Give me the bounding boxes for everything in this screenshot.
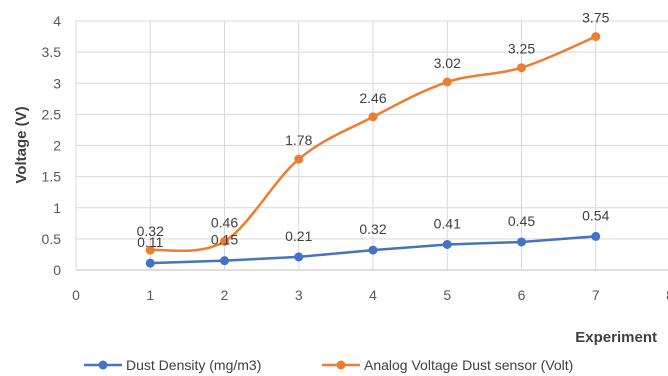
x-tick-label: 2: [221, 287, 229, 303]
y-tick-label: 0: [53, 262, 61, 278]
x-tick-label: 0: [72, 287, 80, 303]
y-tick-label: 1.5: [42, 169, 62, 185]
data-point: [294, 252, 304, 262]
y-axis-ticks: 0 0.5 1 1.5 2 2.5 3 3.5 4: [42, 13, 62, 278]
data-label: 0.45: [508, 213, 535, 229]
data-point: [145, 258, 155, 268]
data-label: 3.02: [434, 55, 461, 71]
data-point: [517, 63, 526, 73]
data-point: [442, 77, 452, 87]
x-axis-title: Experiment: [575, 329, 657, 346]
data-label: 0.41: [434, 215, 461, 231]
data-points: [145, 32, 601, 268]
data-label: 0.54: [582, 207, 609, 223]
data-label: 0.32: [359, 221, 386, 237]
x-axis-ticks: 0 1 2 3 4 5 6 7 8: [72, 287, 668, 303]
data-label: 3.25: [508, 41, 535, 57]
y-tick-label: 4: [53, 13, 61, 29]
y-tick-label: 3: [53, 75, 61, 91]
data-label: 0.15: [211, 232, 238, 248]
data-labels: 0.11 0.15 0.21 0.32 0.41 0.45 0.54 0.32 0.46 1.78…: [137, 10, 610, 251]
x-tick-label: 8: [666, 287, 668, 303]
data-point: [591, 32, 601, 42]
x-tick-label: 1: [146, 287, 154, 303]
x-tick-label: 4: [369, 287, 377, 303]
data-label: 3.75: [582, 10, 609, 26]
y-tick-label: 2.5: [42, 106, 62, 122]
data-point: [294, 154, 304, 164]
y-tick-label: 1: [53, 200, 61, 216]
data-label: 2.46: [359, 90, 386, 106]
data-label: 0.21: [285, 228, 312, 244]
x-tick-label: 6: [518, 287, 526, 303]
x-tick-label: 5: [443, 287, 451, 303]
data-point: [220, 236, 229, 246]
legend: Dust Density (mg/m3) Analog Voltage Dust …: [84, 357, 573, 373]
x-tick-label: 3: [295, 287, 303, 303]
legend-entry: Analog Voltage Dust sensor (Volt): [364, 357, 573, 373]
data-point: [442, 239, 452, 249]
data-point: [145, 245, 155, 255]
data-label: 0.46: [211, 214, 238, 230]
x-tick-label: 7: [592, 287, 600, 303]
legend-entry: Dust Density (mg/m3): [126, 357, 261, 373]
data-point: [517, 237, 526, 247]
legend-marker: [98, 360, 108, 370]
legend-marker: [336, 360, 346, 370]
data-label: 0.32: [137, 223, 164, 239]
y-tick-label: 3.5: [42, 44, 62, 60]
data-label: 0.11: [137, 234, 163, 250]
data-point: [220, 256, 229, 266]
data-point: [368, 245, 378, 255]
data-point: [591, 231, 601, 241]
y-tick-label: 2: [53, 138, 61, 154]
y-axis-title: Voltage (V): [13, 106, 30, 183]
y-tick-label: 0.5: [42, 231, 62, 247]
data-label: 1.78: [285, 132, 312, 148]
data-point: [368, 112, 378, 122]
